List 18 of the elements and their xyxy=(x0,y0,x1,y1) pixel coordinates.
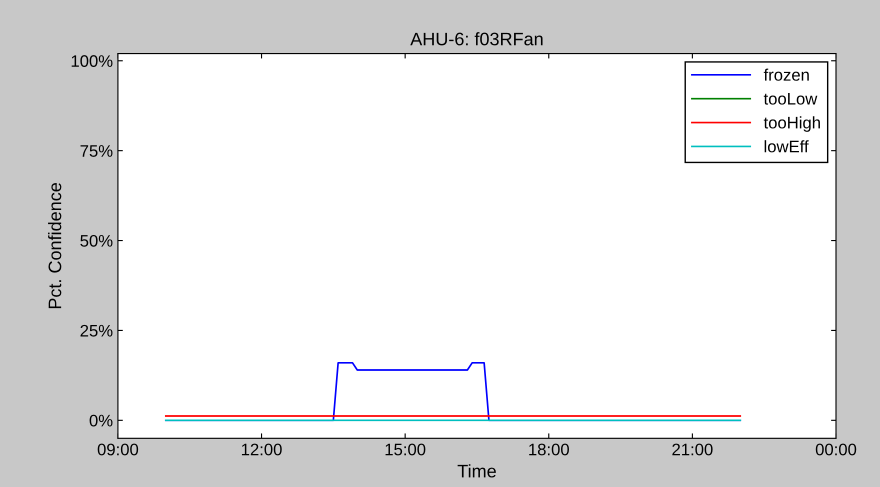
x-tick-label: 00:00 xyxy=(816,444,856,456)
legend-label: frozen xyxy=(764,68,809,81)
x-tick-label: 12:00 xyxy=(242,444,282,456)
x-tick-label: 15:00 xyxy=(386,444,426,456)
x-axis-title: Time xyxy=(458,464,496,478)
y-tick-label: 0% xyxy=(90,414,112,427)
legend-label: lowEff xyxy=(764,140,809,152)
legend-label: tooLow xyxy=(764,93,818,105)
y-tick-label: 50% xyxy=(80,234,112,247)
chart-title: AHU-6: f03RFan xyxy=(410,32,543,46)
legend-label: tooHigh xyxy=(764,116,820,132)
y-tick-label: 25% xyxy=(80,324,112,337)
y-tick-label: 100% xyxy=(72,55,112,67)
y-tick-label: 75% xyxy=(80,145,112,157)
y-axis-title: Pct. Confidence xyxy=(48,183,62,308)
x-tick-label: 21:00 xyxy=(672,444,713,456)
x-tick-label: 18:00 xyxy=(529,444,569,456)
x-tick-label: 09:00 xyxy=(98,444,138,456)
